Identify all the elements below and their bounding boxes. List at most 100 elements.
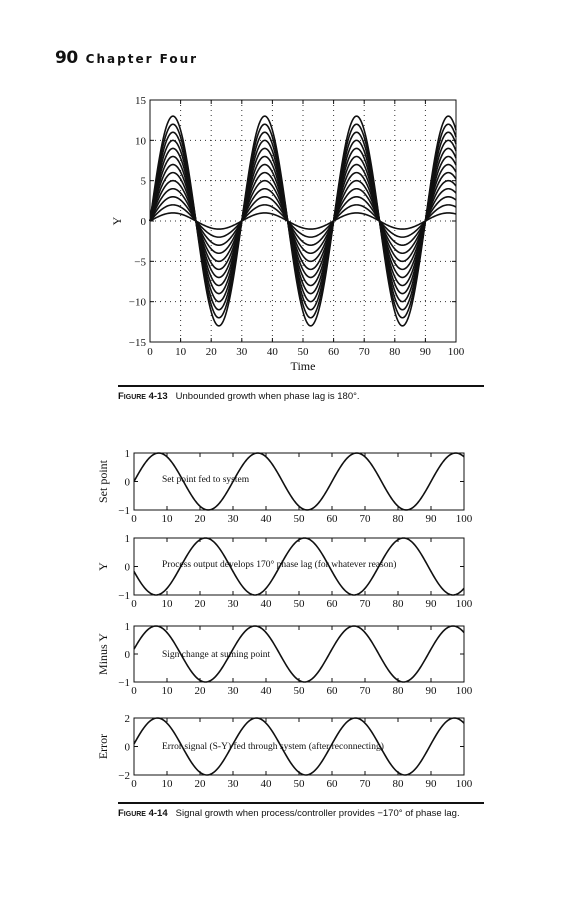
x-tick-label: 0 [131, 598, 137, 610]
x-tick-label: 70 [360, 513, 372, 525]
x-tick-label: 50 [294, 685, 306, 697]
y-tick-label: −5 [134, 256, 146, 268]
x-tick-label: 50 [294, 513, 306, 525]
x-tick-label: 90 [426, 513, 438, 525]
x-tick-label: 70 [360, 598, 372, 610]
x-tick-label: 10 [162, 778, 174, 790]
series-line [149, 115, 457, 327]
x-tick-label: 60 [327, 685, 339, 697]
figure-label: Figure 4-13 [118, 391, 168, 402]
x-tick-label: 100 [448, 346, 465, 358]
x-tick-label: 40 [261, 513, 273, 525]
x-tick-label: 10 [175, 346, 187, 358]
y-tick-label: 10 [135, 135, 147, 147]
x-tick-label: 60 [327, 598, 339, 610]
x-tick-label: 20 [195, 598, 207, 610]
y-tick-label: 0 [125, 742, 131, 754]
x-tick-label: 30 [228, 598, 240, 610]
x-tick-label: 0 [131, 778, 137, 790]
y-axis-label: Y [110, 216, 124, 225]
panel-annotation: Sign change at suming point [162, 650, 271, 660]
panel-annotation: Error signal (S-Y) fed through system (a… [162, 741, 384, 752]
caption-text: Signal growth when process/controller pr… [175, 808, 460, 819]
x-tick-label: 30 [228, 513, 240, 525]
x-tick-label: 40 [267, 346, 279, 358]
x-tick-label: 10 [162, 513, 174, 525]
series-line [149, 187, 457, 255]
figure-label: Figure 4-14 [118, 808, 168, 819]
y-tick-label: −15 [129, 337, 147, 349]
x-tick-label: 60 [327, 778, 339, 790]
x-tick-label: 50 [298, 346, 310, 358]
y-tick-label: 0 [125, 562, 131, 574]
x-tick-label: 100 [456, 778, 473, 790]
x-tick-label: 70 [360, 685, 372, 697]
y-tick-label: −1 [118, 505, 130, 517]
figure-4-13-caption: Figure 4-13 Unbounded growth when phase l… [118, 385, 484, 402]
x-tick-label: 20 [195, 778, 207, 790]
x-tick-label: 20 [206, 346, 218, 358]
panel-y-axis-label: Y [96, 562, 110, 571]
chapter-title: Chapter Four [85, 52, 199, 66]
x-tick-label: 10 [162, 685, 174, 697]
series-line [149, 179, 457, 263]
x-tick-label: 80 [393, 513, 405, 525]
x-tick-label: 60 [327, 513, 339, 525]
x-tick-label: 10 [162, 598, 174, 610]
x-tick-label: 30 [236, 346, 248, 358]
y-tick-label: −1 [118, 590, 130, 602]
x-tick-label: 70 [359, 346, 371, 358]
page-header: 90 Chapter Four [55, 48, 198, 68]
page-number: 90 [55, 48, 78, 68]
y-tick-label: 1 [125, 621, 131, 633]
x-tick-label: 30 [228, 778, 240, 790]
y-tick-label: −1 [118, 677, 130, 689]
x-tick-label: 60 [328, 346, 340, 358]
panel-y-axis-label: Error [96, 734, 110, 759]
x-tick-label: 90 [426, 778, 438, 790]
panel-y-axis-label: Minus Y [96, 633, 110, 675]
x-tick-label: 100 [456, 598, 473, 610]
figure-4-14-caption: Figure 4-14 Signal growth when process/co… [118, 802, 484, 819]
x-tick-label: 0 [147, 346, 153, 358]
y-tick-label: 2 [125, 713, 131, 725]
x-tick-label: 80 [393, 685, 405, 697]
y-tick-label: 0 [141, 216, 147, 228]
x-tick-label: 70 [360, 778, 372, 790]
x-tick-label: 50 [294, 778, 306, 790]
series-line [149, 212, 457, 230]
panel-annotation: Process output develops 170° phase lag (… [162, 559, 396, 570]
x-tick-label: 90 [426, 685, 438, 697]
y-tick-label: 0 [125, 649, 131, 661]
panel-y-axis-label: Set point [96, 459, 110, 503]
x-tick-label: 20 [195, 513, 207, 525]
series-line [149, 204, 457, 238]
caption-text: Unbounded growth when phase lag is 180°. [175, 391, 360, 402]
series-line [149, 196, 457, 246]
y-tick-label: −10 [129, 297, 147, 309]
x-tick-label: 100 [456, 513, 473, 525]
panel-annotation: Set point fed to system [162, 474, 250, 485]
x-tick-label: 0 [131, 685, 137, 697]
y-tick-label: 1 [125, 448, 131, 460]
y-tick-label: 0 [125, 477, 131, 489]
x-tick-label: 80 [393, 598, 405, 610]
y-tick-label: 1 [125, 533, 131, 545]
x-axis-label: Time [291, 359, 316, 373]
y-tick-label: 5 [141, 176, 147, 188]
x-tick-label: 30 [228, 685, 240, 697]
x-tick-label: 90 [426, 598, 438, 610]
y-tick-label: −2 [118, 770, 130, 782]
x-tick-label: 100 [456, 685, 473, 697]
x-tick-label: 80 [389, 346, 401, 358]
x-tick-label: 90 [420, 346, 432, 358]
x-tick-label: 20 [195, 685, 207, 697]
x-tick-label: 40 [261, 685, 273, 697]
x-tick-label: 40 [261, 778, 273, 790]
x-tick-label: 0 [131, 513, 137, 525]
